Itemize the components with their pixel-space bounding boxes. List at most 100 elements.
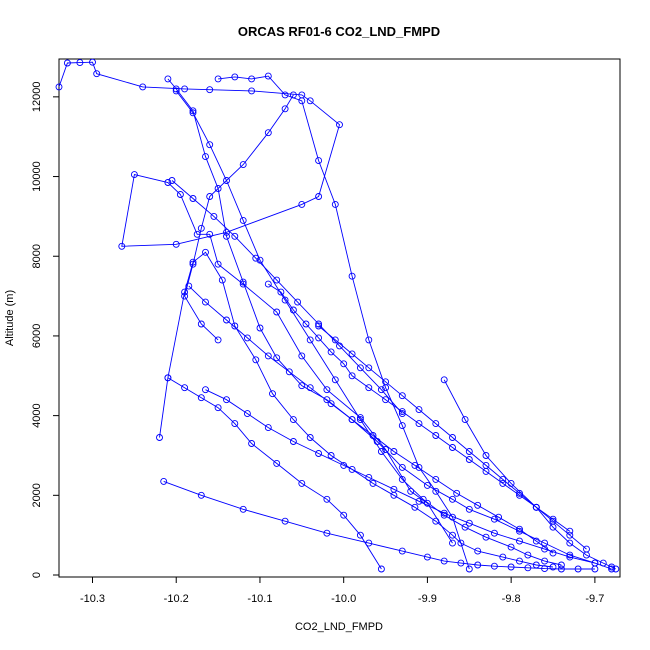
data-point [415,420,423,428]
data-point [289,416,297,424]
data-point [189,195,197,202]
x-tick-label: -9.7 [585,593,604,605]
data-point [264,129,272,137]
data-point [256,324,264,332]
series-line [171,180,403,414]
data-point [214,185,222,192]
data-point [164,75,172,83]
data-point [164,374,172,382]
data-point [423,499,431,507]
data-point [340,360,348,368]
data-point [390,485,398,493]
data-point [302,320,310,328]
data-point [365,473,373,481]
data-point [298,479,306,487]
data-point [315,157,323,165]
y-tick-label: 6000 [31,324,43,348]
data-point [172,85,180,93]
x-axis-label: CO2_LND_FMPD [295,621,383,633]
data-point [197,224,205,232]
data-point [390,448,398,455]
series-line [268,283,571,532]
data-point [566,527,574,535]
data-point [206,230,214,238]
data-point [130,171,138,179]
data-point [289,438,297,445]
data-point [532,503,540,511]
data-point [281,105,289,113]
data-point [524,551,532,559]
x-tick-label: -10.0 [331,593,356,605]
data-point [461,523,469,531]
y-tick-label: 12000 [31,82,43,113]
data-point [457,539,465,547]
data-point [340,461,348,469]
data-point [465,456,473,463]
data-point [264,280,272,288]
series-line [205,389,596,564]
data-point [323,529,331,537]
data-point [231,420,239,428]
data-point [264,72,272,80]
data-point [264,352,272,360]
data-point [574,565,582,573]
data-point [281,296,289,304]
data-point [273,459,281,467]
data-point [377,386,385,394]
data-point [252,254,260,262]
data-point [172,240,180,248]
series-line [184,94,294,341]
data-point [93,70,101,78]
data-point [356,416,364,424]
data-point [356,414,364,422]
data-point [423,481,431,489]
data-point [202,248,209,256]
data-point [440,509,448,517]
data-point [432,420,440,428]
data-point [507,543,515,551]
series-line [443,379,616,570]
data-point [231,232,239,240]
data-point [449,434,456,441]
data-point [331,376,339,384]
data-point [327,452,335,459]
data-point [474,547,482,555]
data-point [557,565,565,573]
data-point [449,513,456,521]
series-line [58,61,453,544]
x-tick-label: -10.3 [80,593,105,605]
data-point [348,416,356,424]
data-point [453,489,461,497]
data-point [612,565,620,573]
data-point [516,489,523,497]
data-point [306,434,314,441]
data-point [566,531,574,539]
data-point [398,392,406,400]
data-point [348,272,356,280]
data-point [156,434,163,441]
data-point [599,559,607,567]
data-point [516,537,523,545]
data-point [382,378,390,386]
data-point [490,562,498,570]
data-point [273,308,281,316]
data-point [185,282,193,290]
data-point [55,83,63,91]
data-point [440,376,448,384]
data-point [243,410,251,418]
data-point [336,121,343,129]
data-point [465,505,473,513]
data-point [210,212,218,220]
data-point [398,463,406,471]
data-point [298,382,306,390]
data-point [214,404,222,412]
data-point [197,491,205,499]
data-point [298,352,306,360]
data-point [608,565,616,573]
data-point [189,109,197,117]
data-point [231,73,239,81]
data-point [223,396,230,404]
data-point [218,276,226,284]
x-tick-label: -10.1 [247,593,272,605]
data-point [474,501,482,509]
